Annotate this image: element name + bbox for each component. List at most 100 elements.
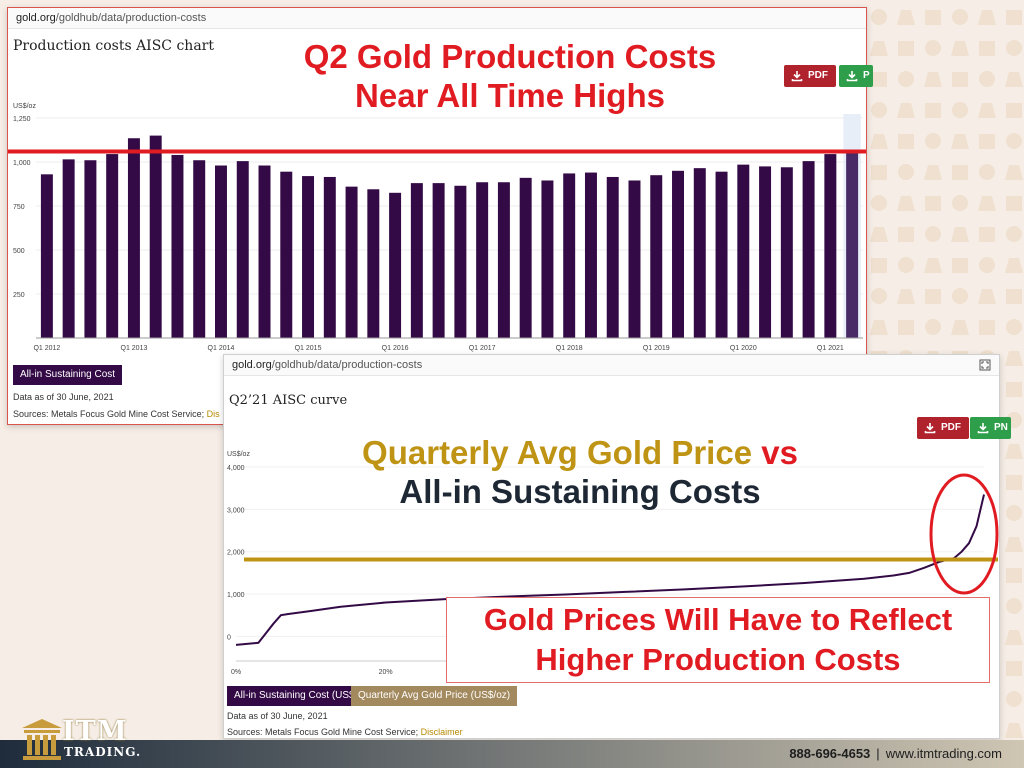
sources-text: Sources: Metals Focus Gold Mine Cost Ser… [227, 727, 419, 737]
bar [149, 135, 162, 338]
pattern-square [979, 134, 995, 149]
pattern-circle [871, 195, 887, 211]
download-icon [791, 71, 803, 82]
pattern-circle [979, 71, 995, 87]
bar [497, 182, 510, 338]
reflect-line2: Higher Production Costs [535, 641, 901, 677]
pattern-circle [952, 9, 968, 25]
bar [40, 174, 53, 338]
bar [802, 161, 815, 338]
y-axis-label: US$/oz [227, 451, 250, 458]
bar [737, 164, 750, 338]
pattern-circle [1006, 598, 1022, 614]
bar [215, 165, 227, 338]
png-export-button[interactable]: P [839, 65, 873, 87]
phone-number[interactable]: 888-696-4653 [789, 746, 871, 761]
y-tick-label: 3,000 [227, 507, 245, 514]
aisc-bar-chart: US$/oz 250 500 750 1,000 1,250 Q1 2012 Q1 2013 Q… [13, 103, 863, 352]
headline-line1: Q2 Gold Production Costs [303, 38, 717, 75]
compare-gold-text: Quarterly Avg Gold Price [362, 434, 753, 471]
pattern-circle [1006, 226, 1022, 242]
url-bar: gold.org/goldhub/data/production-costs [8, 8, 866, 29]
bar [824, 154, 837, 338]
pattern-square [871, 165, 887, 180]
conclusion-overlay: Gold Prices Will Have to Reflect Higher … [446, 597, 990, 683]
pattern-square [925, 289, 941, 304]
pattern-circle [898, 257, 914, 273]
y-tick-label: 1,000 [13, 160, 31, 167]
download-icon [977, 423, 989, 434]
pattern-square [898, 320, 914, 335]
pattern-circle [871, 288, 887, 304]
headline-overlay: Q2 Gold Production Costs Near All Time H… [240, 38, 780, 116]
pattern-circle [925, 40, 941, 56]
y-tick-label: 1,000 [227, 592, 245, 599]
pattern-square [1006, 568, 1022, 583]
pdf-export-label: PDF [941, 422, 961, 433]
pattern-trapezoid [978, 103, 996, 118]
y-tick-label: 750 [13, 204, 25, 211]
legend-aisc[interactable]: All-in Sustaining Cost [13, 365, 123, 385]
sources-text: Sources: Metals Focus Gold Mine Cost Ser… [13, 409, 205, 419]
url-bar: gold.org/goldhub/data/production-costs [224, 355, 999, 376]
x-tick-label: Q1 2013 [121, 345, 148, 352]
pattern-square [925, 10, 941, 25]
legend-aisc-curve[interactable]: All-in Sustaining Cost (US$/oz) [227, 686, 379, 706]
bar [367, 189, 380, 338]
pattern-trapezoid [1005, 72, 1023, 87]
bar [650, 175, 663, 338]
pattern-trapezoid [951, 320, 969, 335]
itm-logo-icon [22, 719, 62, 760]
pattern-trapezoid [897, 10, 915, 25]
pattern-trapezoid [1005, 351, 1023, 366]
url-path: /goldhub/data/production-costs [271, 359, 423, 371]
url-domain: gold.org [16, 12, 56, 24]
pattern-trapezoid [951, 134, 969, 149]
pattern-trapezoid [951, 227, 969, 242]
pattern-circle [1006, 133, 1022, 149]
pattern-square [1006, 289, 1022, 304]
pattern-square [952, 258, 968, 273]
x-tick-label: Q1 2017 [469, 345, 496, 352]
pattern-square [871, 72, 887, 87]
bar [584, 172, 597, 338]
footer-bar: 888-696-4653 | www.itmtrading.com [0, 740, 1024, 768]
y-tick-label: 2,000 [227, 550, 245, 557]
pattern-circle [979, 164, 995, 180]
disclaimer-link[interactable]: Disclaimer [420, 727, 463, 737]
bar [780, 167, 793, 338]
pattern-circle [952, 288, 968, 304]
pattern-circle [925, 133, 941, 149]
expand-icon[interactable] [979, 359, 991, 371]
pattern-square [979, 320, 995, 335]
bar [280, 171, 293, 338]
legend-gold-price[interactable]: Quarterly Avg Gold Price (US$/oz) [351, 686, 518, 706]
bar [693, 168, 706, 338]
x-tick-label: Q1 2020 [730, 345, 757, 352]
pdf-export-button[interactable]: PDF [784, 65, 836, 87]
x-tick-label: Q1 2015 [295, 345, 322, 352]
pattern-circle [952, 102, 968, 118]
bar [432, 183, 445, 338]
pattern-trapezoid [1005, 258, 1023, 273]
pattern-square [1006, 661, 1022, 676]
comparison-overlay: Quarterly Avg Gold Price vs All-in Susta… [320, 434, 840, 512]
data-as-of-note: Data as of 30 June, 2021 [227, 711, 328, 721]
disclaimer-link[interactable]: Dis [206, 409, 220, 419]
pattern-trapezoid [870, 41, 888, 56]
pattern-trapezoid [1005, 723, 1023, 738]
data-as-of-note: Data as of 30 June, 2021 [13, 392, 114, 402]
pattern-trapezoid [924, 72, 942, 87]
pattern-trapezoid [897, 103, 915, 118]
pattern-square [871, 258, 887, 273]
bar [193, 160, 206, 338]
pattern-trapezoid [951, 41, 969, 56]
footer-contact: 888-696-4653 | www.itmtrading.com [789, 740, 1002, 768]
pdf-export-button[interactable]: PDF [917, 417, 969, 439]
png-export-button[interactable]: PN [970, 417, 1011, 439]
website-link[interactable]: www.itmtrading.com [885, 746, 1002, 761]
bar [62, 159, 75, 338]
bar [84, 160, 97, 338]
pattern-trapezoid [870, 227, 888, 242]
download-icon [924, 423, 936, 434]
